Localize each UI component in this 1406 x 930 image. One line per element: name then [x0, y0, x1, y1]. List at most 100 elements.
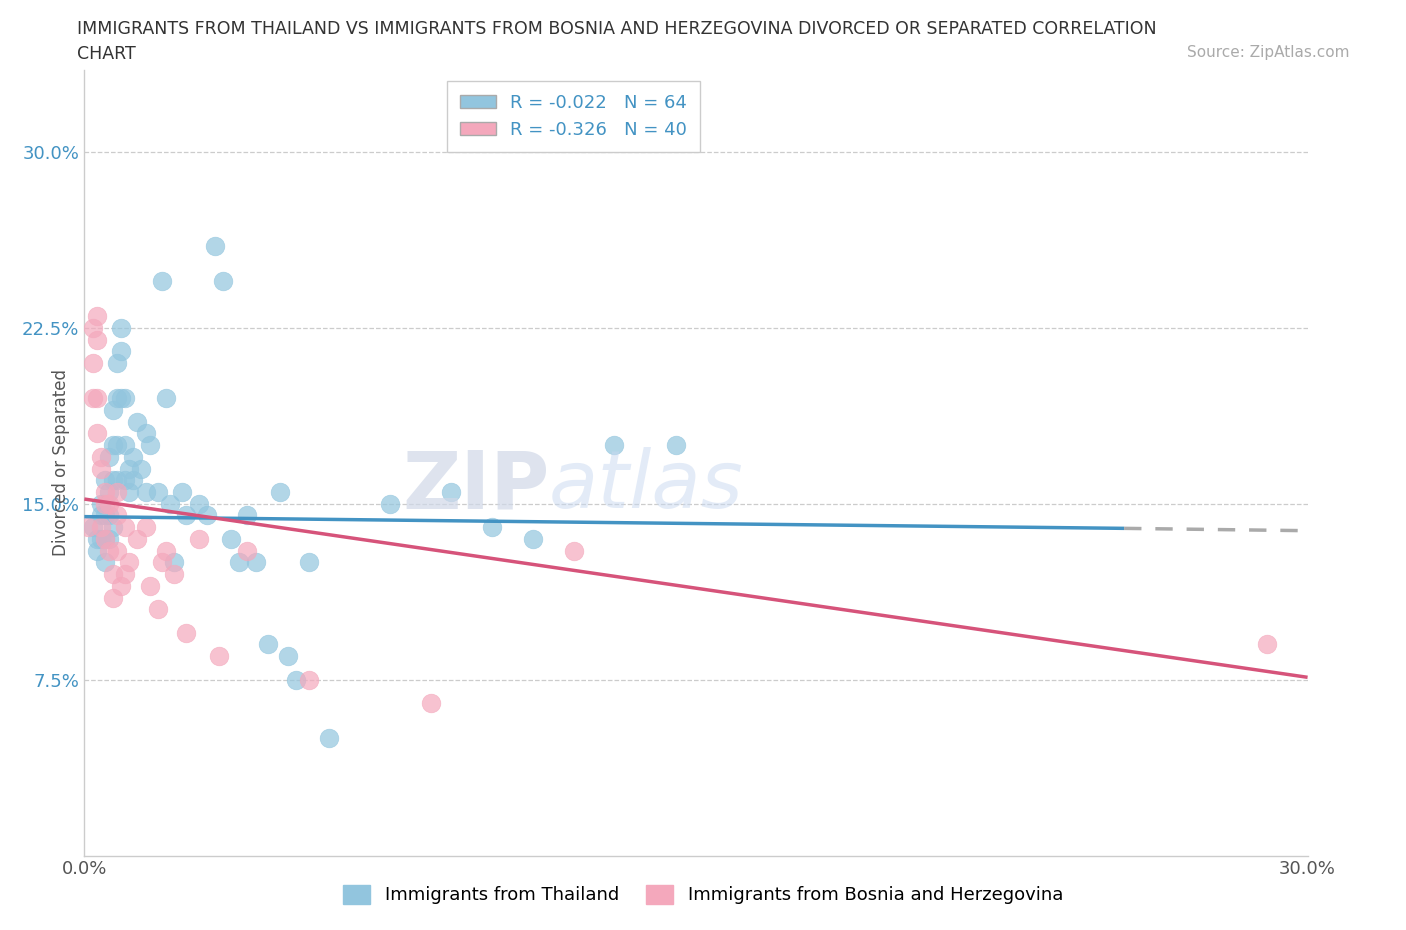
Text: atlas: atlas — [550, 447, 744, 525]
Point — [174, 508, 197, 523]
Point — [163, 566, 186, 581]
Point — [245, 555, 267, 570]
Point — [127, 531, 149, 546]
Point — [86, 332, 108, 347]
Point — [93, 508, 115, 523]
Point — [77, 520, 100, 535]
Point — [219, 531, 242, 546]
Point — [665, 438, 688, 453]
Text: ZIP: ZIP — [402, 447, 550, 525]
Point — [93, 531, 115, 546]
Point — [114, 438, 136, 453]
Point — [86, 391, 108, 405]
Point — [90, 520, 112, 535]
Point — [114, 472, 136, 487]
Point — [86, 531, 108, 546]
Point — [93, 555, 115, 570]
Point — [101, 472, 124, 487]
Point — [90, 461, 112, 476]
Point — [86, 426, 108, 441]
Point — [236, 508, 259, 523]
Point — [298, 672, 321, 687]
Point — [174, 625, 197, 640]
Point — [97, 449, 120, 464]
Point — [97, 485, 120, 499]
Point — [110, 391, 132, 405]
Point — [236, 543, 259, 558]
Point — [97, 497, 120, 512]
Point — [101, 520, 124, 535]
Point — [105, 508, 128, 523]
Point — [135, 426, 157, 441]
Point — [481, 520, 503, 535]
Point — [187, 497, 209, 512]
Point — [195, 508, 218, 523]
Point — [150, 555, 173, 570]
Text: IMMIGRANTS FROM THAILAND VS IMMIGRANTS FROM BOSNIA AND HERZEGOVINA DIVORCED OR S: IMMIGRANTS FROM THAILAND VS IMMIGRANTS F… — [77, 20, 1157, 38]
Point — [101, 403, 124, 418]
Point — [105, 355, 128, 370]
Point — [114, 566, 136, 581]
Point — [110, 578, 132, 593]
Point — [86, 309, 108, 324]
Point — [1256, 637, 1278, 652]
Point — [90, 449, 112, 464]
Point — [82, 520, 104, 535]
Point — [131, 461, 153, 476]
Point — [93, 531, 115, 546]
Point — [118, 461, 141, 476]
Point — [257, 637, 280, 652]
Point — [101, 438, 124, 453]
Text: CHART: CHART — [77, 45, 136, 62]
Point — [93, 472, 115, 487]
Point — [159, 497, 181, 512]
Point — [155, 543, 177, 558]
Point — [138, 578, 160, 593]
Point — [228, 555, 250, 570]
Point — [82, 320, 104, 335]
Point — [146, 485, 169, 499]
Point — [105, 485, 128, 499]
Legend: R = -0.022   N = 64, R = -0.326   N = 40: R = -0.022 N = 64, R = -0.326 N = 40 — [453, 86, 695, 146]
Point — [97, 543, 120, 558]
Point — [150, 273, 173, 288]
Point — [603, 438, 626, 453]
Point — [146, 602, 169, 617]
Point — [318, 731, 340, 746]
Point — [440, 485, 463, 499]
Point — [105, 438, 128, 453]
Point — [135, 520, 157, 535]
Point — [522, 531, 544, 546]
Point — [122, 472, 145, 487]
Point — [105, 543, 128, 558]
Point — [114, 520, 136, 535]
Point — [101, 591, 124, 605]
Point — [90, 508, 112, 523]
Point — [93, 497, 115, 512]
Point — [163, 555, 186, 570]
Point — [420, 696, 443, 711]
Point — [105, 391, 128, 405]
Point — [105, 472, 128, 487]
Point — [285, 672, 308, 687]
Legend: Immigrants from Thailand, Immigrants from Bosnia and Herzegovina: Immigrants from Thailand, Immigrants fro… — [336, 878, 1070, 911]
Point — [114, 391, 136, 405]
Point — [298, 555, 321, 570]
Point — [204, 238, 226, 253]
Text: Source: ZipAtlas.com: Source: ZipAtlas.com — [1187, 45, 1350, 60]
Y-axis label: Divorced or Separated: Divorced or Separated — [52, 369, 70, 556]
Point — [135, 485, 157, 499]
Point — [277, 649, 299, 664]
Point — [187, 531, 209, 546]
Point — [110, 344, 132, 359]
Point — [127, 414, 149, 429]
Point — [97, 508, 120, 523]
Point — [118, 555, 141, 570]
Point — [155, 391, 177, 405]
Point — [118, 485, 141, 499]
Point — [172, 485, 194, 499]
Point — [138, 438, 160, 453]
Point — [82, 355, 104, 370]
Point — [208, 649, 231, 664]
Point — [93, 485, 115, 499]
